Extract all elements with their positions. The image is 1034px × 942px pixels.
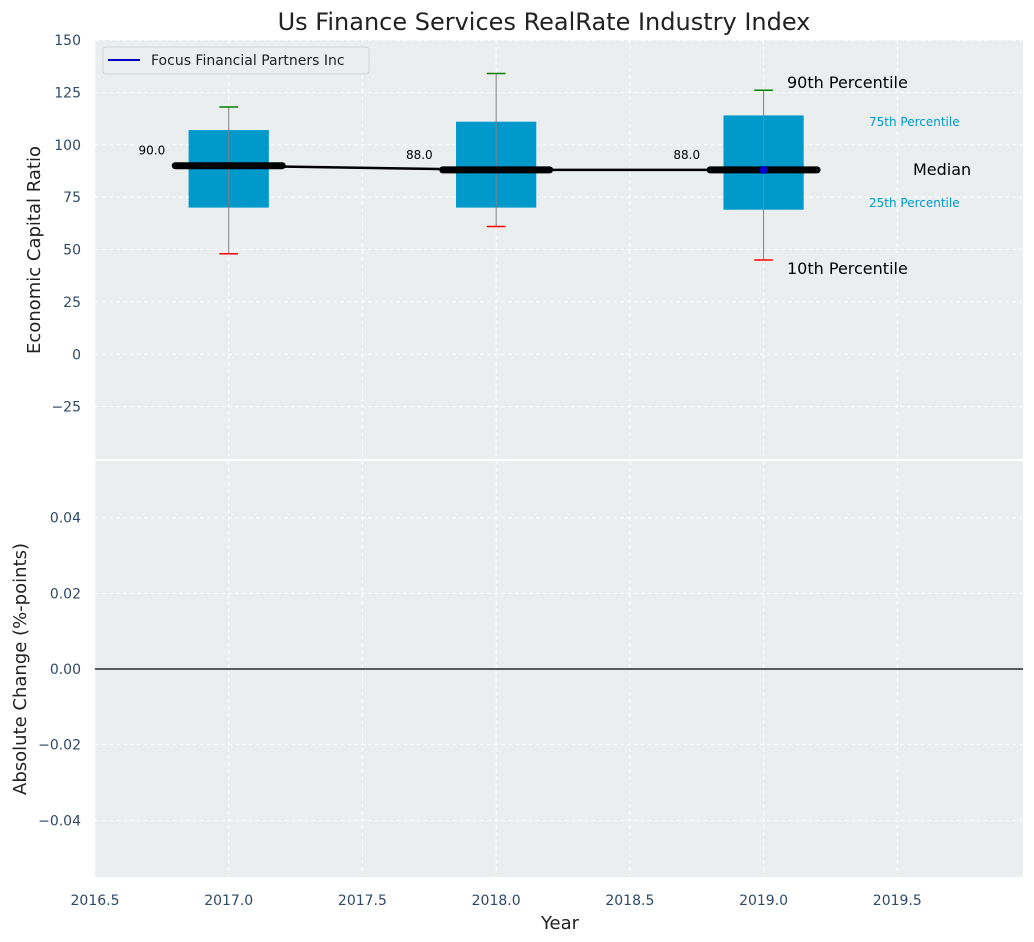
top-y-axis-label: Economic Capital Ratio [24,146,45,354]
x-tick-label: 2016.5 [71,893,120,909]
legend-box [102,46,370,75]
median-value-label-2019: 88.0 [673,148,700,162]
top-y-tick-label: 0 [72,347,81,363]
bottom-y-tick-label: 0.02 [50,586,81,602]
annotation-median: Median [913,160,971,179]
annotation-10th-percentile: 10th Percentile [787,259,908,278]
x-tick-label: 2017.5 [338,893,387,909]
top-y-tick-label: −25 [51,400,81,416]
x-tick-label: 2019.0 [739,893,788,909]
tick-labels: −25 0 25 50 75 100 125 150 −0.04 −0.02 0.00 0.02 0.0… [38,33,922,909]
bottom-y-tick-label: −0.04 [38,813,81,829]
top-y-tick-label: 100 [54,138,81,154]
top-y-tick-label: 75 [63,190,81,206]
annotation-90th-percentile: 90th Percentile [787,73,908,92]
bottom-y-axis-label: Absolute Change (%-points) [10,543,31,795]
legend-label-focus-financial: Focus Financial Partners Inc [151,53,345,69]
x-tick-label: 2018.0 [472,893,521,909]
bottom-y-tick-label: 0.00 [50,662,81,678]
median-value-label-2017: 90.0 [139,144,166,158]
percentile-annotations: 90th Percentile 75th Percentile Median 2… [787,73,971,278]
company-point-2019 [759,165,768,174]
median-trend-line [228,164,764,172]
legend: Focus Financial Partners Inc [102,46,370,75]
x-axis-label: Year [540,913,580,934]
top-y-tick-label: 25 [63,295,81,311]
top-y-tick-label: 50 [63,243,81,259]
chart-title: Us Finance Services RealRate Industry In… [278,8,811,36]
annotation-75th-percentile: 75th Percentile [869,115,960,129]
x-tick-label: 2019.5 [873,893,922,909]
annotation-25th-percentile: 25th Percentile [869,196,960,210]
box-series: 90.0 88.0 88.0 [139,72,821,261]
x-tick-label: 2018.5 [605,893,654,909]
top-y-tick-label: 150 [54,33,81,49]
bottom-y-tick-label: −0.02 [38,738,81,754]
median-value-label-2018: 88.0 [406,148,433,162]
top-y-tick-label: 125 [54,85,81,101]
x-tick-label: 2017.0 [204,893,253,909]
bottom-y-tick-label: 0.04 [50,511,81,527]
